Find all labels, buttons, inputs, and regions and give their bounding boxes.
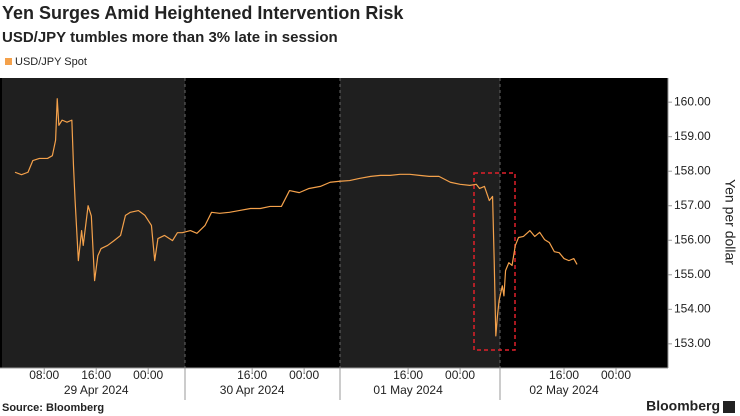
y-tick-label: 153.00 [674,336,711,350]
x-tick-label: 16:00 [237,368,267,382]
y-tick-label: 155.00 [674,267,711,281]
x-tick-label: 00:00 [133,368,163,382]
x-tick-label: 00:00 [289,368,319,382]
x-tick-label: 00:00 [445,368,475,382]
source-note: Source: Bloomberg [2,402,104,414]
highlight-box [473,172,516,351]
x-tick-label: 16:00 [393,368,423,382]
session-band [2,78,185,368]
x-day-label: 29 Apr 2024 [64,383,129,397]
y-axis-label: Yen per dollar [722,179,738,265]
x-tick-label: 08:00 [29,368,59,382]
x-day-label: 01 May 2024 [373,383,443,397]
y-tick-label: 158.00 [674,163,711,177]
legend-swatch [5,58,12,65]
brand-icon [723,401,735,413]
chart-subtitle: USD/JPY tumbles more than 3% late in ses… [2,29,338,46]
x-tick-label: 00:00 [601,368,631,382]
series-line [14,98,578,337]
x-day-label: 30 Apr 2024 [220,383,285,397]
y-tick-label: 156.00 [674,232,711,246]
y-tick-label: 160.00 [674,94,711,108]
y-tick-label: 159.00 [674,129,711,143]
session-band [340,78,500,368]
legend-label: USD/JPY Spot [15,56,87,68]
x-tick-label: 16:00 [81,368,111,382]
y-tick-label: 157.00 [674,198,711,212]
x-tick-label: 16:00 [549,368,579,382]
y-tick-label: 154.00 [674,301,711,315]
chart-title: Yen Surges Amid Heightened Intervention … [2,3,404,23]
x-day-label: 02 May 2024 [529,383,599,397]
day-dividers [184,368,501,400]
brand-logo: Bloomberg [646,398,720,414]
session-dividers [184,78,501,368]
